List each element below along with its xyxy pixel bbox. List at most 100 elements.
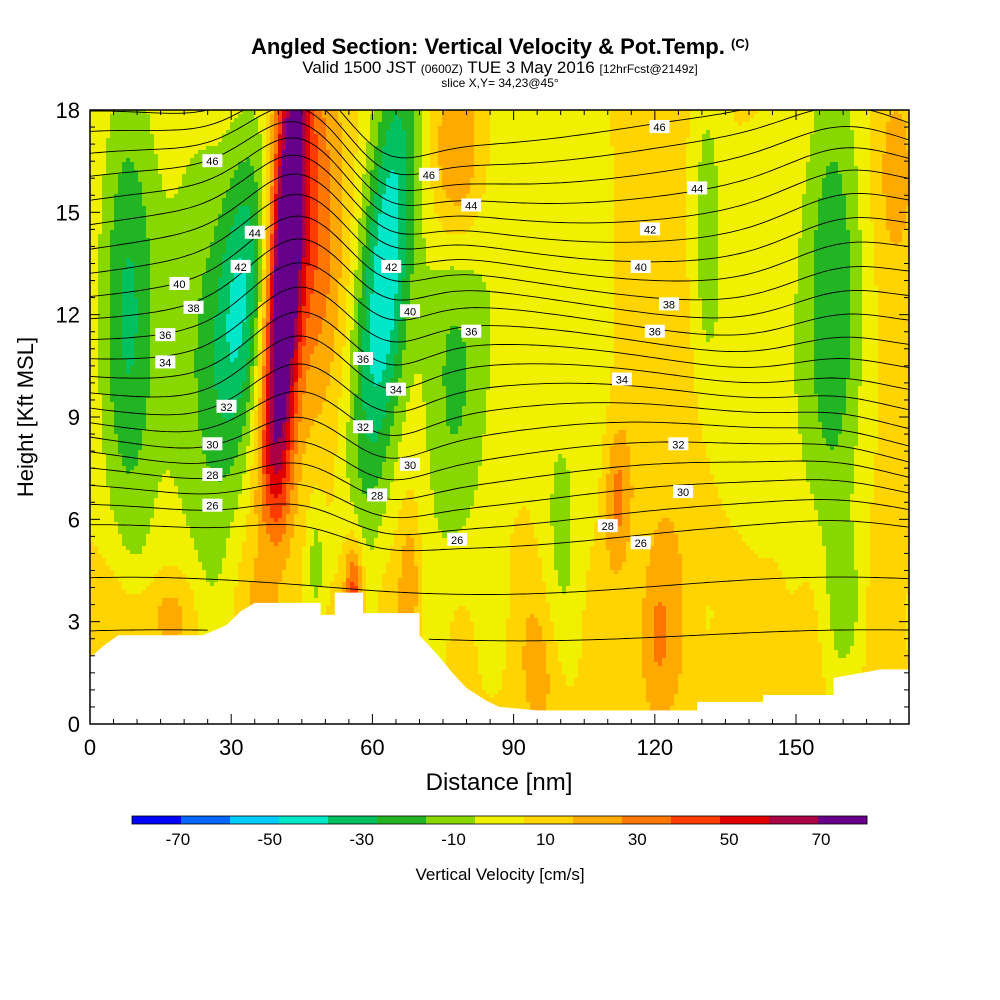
velocity-cell [186, 258, 191, 263]
velocity-cell [114, 542, 119, 547]
velocity-cell [134, 586, 139, 591]
velocity-cell [122, 438, 127, 443]
velocity-cell [142, 218, 147, 223]
velocity-cell [118, 362, 123, 367]
velocity-cell [206, 602, 211, 607]
velocity-cell [166, 510, 171, 515]
velocity-cell [122, 370, 127, 375]
velocity-cell [138, 498, 143, 503]
velocity-cell [102, 398, 107, 403]
velocity-cell [194, 434, 199, 439]
velocity-cell [114, 178, 119, 183]
velocity-cell [94, 646, 99, 651]
velocity-cell [98, 554, 103, 559]
velocity-cell [126, 526, 131, 531]
velocity-cell [142, 530, 147, 535]
velocity-cell [162, 270, 167, 275]
velocity-cell [118, 462, 123, 467]
velocity-cell [214, 150, 219, 155]
velocity-cell [174, 158, 179, 163]
velocity-cell [186, 118, 191, 123]
velocity-cell [162, 162, 167, 167]
velocity-cell [106, 250, 111, 255]
velocity-cell [110, 506, 115, 511]
velocity-cell [182, 386, 187, 391]
velocity-cell [90, 130, 95, 135]
velocity-cell [142, 362, 147, 367]
velocity-cell [218, 126, 223, 131]
velocity-cell [214, 142, 219, 147]
velocity-cell [122, 462, 127, 467]
velocity-cell [170, 322, 175, 327]
velocity-cell [210, 186, 215, 191]
velocity-cell [202, 606, 207, 611]
velocity-cell [174, 246, 179, 251]
velocity-cell [178, 462, 183, 467]
velocity-cell [178, 230, 183, 235]
velocity-cell [174, 182, 179, 187]
velocity-cell [142, 442, 147, 447]
velocity-cell [94, 310, 99, 315]
velocity-cell [206, 630, 211, 635]
velocity-cell [202, 518, 207, 523]
velocity-cell [110, 418, 115, 423]
velocity-cell [114, 478, 119, 483]
velocity-cell [206, 594, 211, 599]
velocity-cell [210, 410, 215, 415]
velocity-cell [174, 518, 179, 523]
velocity-cell [138, 154, 143, 159]
velocity-cell [162, 566, 167, 571]
velocity-cell [126, 350, 131, 355]
velocity-cell [162, 230, 167, 235]
velocity-cell [182, 530, 187, 535]
velocity-cell [138, 398, 143, 403]
velocity-cell [94, 422, 99, 427]
velocity-cell [190, 250, 195, 255]
velocity-cell [174, 342, 179, 347]
velocity-cell [150, 394, 155, 399]
velocity-cell [186, 322, 191, 327]
velocity-cell [162, 478, 167, 483]
velocity-cell [146, 438, 151, 443]
velocity-cell [134, 294, 139, 299]
velocity-cell [202, 398, 207, 403]
velocity-cell [190, 230, 195, 235]
velocity-cell [206, 562, 211, 567]
velocity-cell [142, 154, 147, 159]
velocity-cell [158, 346, 163, 351]
velocity-cell [154, 318, 159, 323]
velocity-cell [130, 614, 135, 619]
velocity-cell [186, 558, 191, 563]
velocity-cell [146, 414, 151, 419]
velocity-cell [214, 274, 219, 279]
velocity-cell [178, 522, 183, 527]
velocity-cell [106, 442, 111, 447]
velocity-cell [198, 510, 203, 515]
velocity-cell [122, 398, 127, 403]
velocity-cell [162, 426, 167, 431]
velocity-cell [114, 610, 119, 615]
velocity-cell [194, 498, 199, 503]
velocity-cell [130, 326, 135, 331]
velocity-cell [134, 182, 139, 187]
velocity-cell [138, 410, 143, 415]
chart-subtitle: Valid 1500 JST (0600Z) TUE 3 May 2016 [1… [0, 58, 1000, 78]
velocity-cell [142, 146, 147, 151]
velocity-cell [162, 554, 167, 559]
velocity-cell [154, 278, 159, 283]
velocity-cell [110, 250, 115, 255]
velocity-cell [98, 442, 103, 447]
velocity-cell [154, 218, 159, 223]
velocity-cell [170, 178, 175, 183]
velocity-cell [134, 290, 139, 295]
velocity-cell [154, 322, 159, 327]
velocity-cell [154, 230, 159, 235]
velocity-cell [214, 558, 219, 563]
velocity-cell [138, 522, 143, 527]
velocity-cell [166, 410, 171, 415]
velocity-cell [114, 466, 119, 471]
velocity-cell [206, 202, 211, 207]
velocity-cell [138, 234, 143, 239]
velocity-cell [94, 406, 99, 411]
velocity-cell [118, 154, 123, 159]
